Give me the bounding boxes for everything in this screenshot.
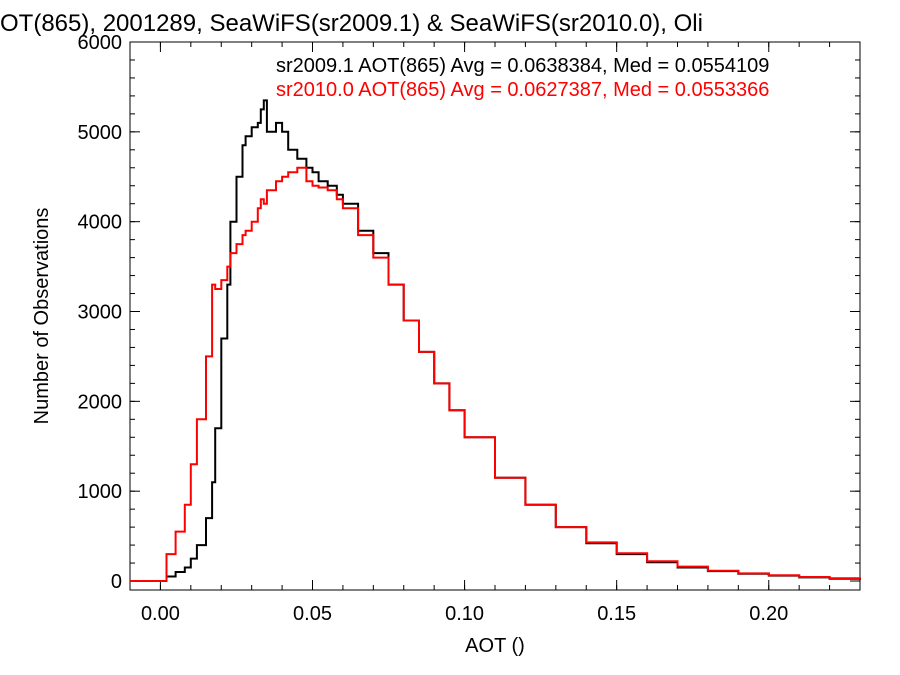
plot-frame [129, 41, 861, 591]
y-tick-label: 2000 [78, 391, 123, 413]
y-tick-label: 3000 [78, 302, 123, 324]
y-axis-label: Number of Observations [31, 208, 53, 425]
y-tick-label: 0 [111, 571, 122, 593]
stats-annotation: sr2009.1 AOT(865) Avg = 0.0638384, Med =… [276, 55, 769, 77]
x-axis-label: AOT () [465, 635, 525, 657]
x-tick-label: 0.00 [141, 603, 180, 625]
x-tick-label: 0.10 [445, 603, 484, 625]
chart-title: OT(865), 2001289, SeaWiFS(sr2009.1) & Se… [0, 10, 703, 37]
series-line-1 [130, 99, 861, 582]
y-tick-label: 4000 [78, 212, 123, 234]
stats-annotation: sr2010.0 AOT(865) Avg = 0.0627387, Med =… [276, 79, 769, 101]
x-tick-label: 0.20 [749, 603, 788, 625]
series-layer [130, 99, 861, 582]
axis-ticks: 0.00 0.05 0.10 0.15 0.20 0 1000 2000 3000 4000 500… [78, 32, 860, 625]
series-line-2 [130, 166, 861, 582]
y-tick-label: 6000 [78, 32, 123, 54]
y-tick-label: 1000 [78, 481, 123, 503]
annotations: sr2009.1 AOT(865) Avg = 0.0638384, Med =… [276, 55, 769, 101]
x-tick-label: 0.15 [597, 603, 636, 625]
y-tick-label: 5000 [78, 122, 123, 144]
x-tick-label: 0.05 [293, 603, 332, 625]
